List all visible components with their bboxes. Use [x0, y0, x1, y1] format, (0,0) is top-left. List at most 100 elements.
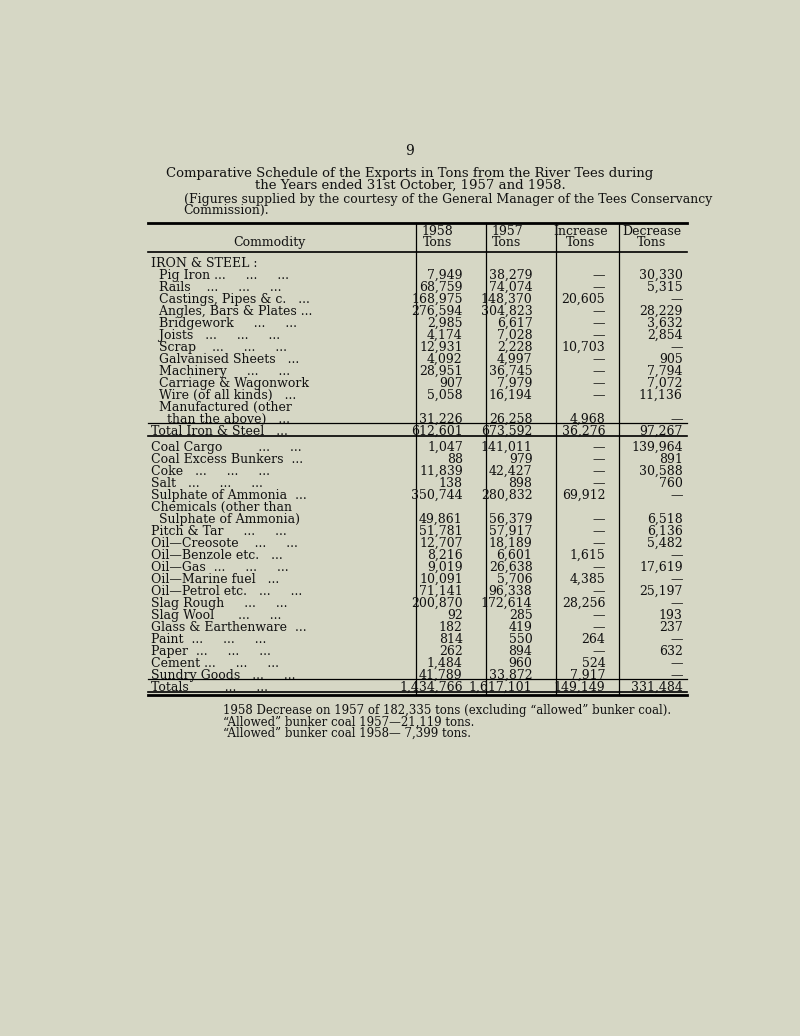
- Text: Castings, Pipes & c.   ...: Castings, Pipes & c. ...: [151, 293, 310, 306]
- Text: Scrap    ...     ...     ...: Scrap ... ... ...: [151, 341, 287, 354]
- Text: Coke   ...     ...     ...: Coke ... ... ...: [151, 465, 270, 478]
- Text: 68,759: 68,759: [419, 281, 462, 294]
- Text: 57,917: 57,917: [489, 525, 533, 538]
- Text: 36,745: 36,745: [489, 365, 533, 378]
- Text: Salt   ...     ...     ...: Salt ... ... ...: [151, 477, 263, 490]
- Text: 1,615: 1,615: [570, 549, 606, 562]
- Text: 26,638: 26,638: [489, 560, 533, 574]
- Text: 9,019: 9,019: [427, 560, 462, 574]
- Text: —: —: [593, 477, 606, 490]
- Text: Comparative Schedule of the Exports in Tons from the River Tees during: Comparative Schedule of the Exports in T…: [166, 167, 654, 179]
- Text: Oil—Creosote    ...     ...: Oil—Creosote ... ...: [151, 537, 298, 550]
- Text: —: —: [593, 537, 606, 550]
- Text: —: —: [593, 328, 606, 342]
- Text: 262: 262: [439, 645, 462, 658]
- Text: Galvanised Sheets   ...: Galvanised Sheets ...: [151, 353, 299, 366]
- Text: 28,229: 28,229: [639, 305, 683, 318]
- Text: 8,216: 8,216: [427, 549, 462, 562]
- Text: Cement ...     ...     ...: Cement ... ... ...: [151, 657, 279, 670]
- Text: 16,194: 16,194: [489, 388, 533, 402]
- Text: —: —: [593, 365, 606, 378]
- Text: 6,601: 6,601: [497, 549, 533, 562]
- Text: 139,964: 139,964: [631, 440, 683, 454]
- Text: 4,174: 4,174: [427, 328, 462, 342]
- Text: 10,703: 10,703: [562, 341, 606, 354]
- Text: 30,588: 30,588: [639, 465, 683, 478]
- Text: 960: 960: [509, 657, 533, 670]
- Text: 4,092: 4,092: [427, 353, 462, 366]
- Text: 26,258: 26,258: [489, 413, 533, 426]
- Text: 10,091: 10,091: [419, 573, 462, 586]
- Text: Wire (of all kinds)   ...: Wire (of all kinds) ...: [151, 388, 296, 402]
- Text: 51,781: 51,781: [419, 525, 462, 538]
- Text: —: —: [670, 669, 683, 682]
- Text: 42,427: 42,427: [489, 465, 533, 478]
- Text: 550: 550: [509, 633, 533, 646]
- Text: Coal Excess Bunkers  ...: Coal Excess Bunkers ...: [151, 453, 303, 466]
- Text: 2,985: 2,985: [427, 317, 462, 329]
- Text: 6,617: 6,617: [497, 317, 533, 329]
- Text: than the above)   ...: than the above) ...: [151, 413, 290, 426]
- Text: —: —: [670, 597, 683, 610]
- Text: 237: 237: [659, 621, 683, 634]
- Text: 71,141: 71,141: [419, 585, 462, 598]
- Text: 898: 898: [509, 477, 533, 490]
- Text: Carriage & Wagonwork: Carriage & Wagonwork: [151, 377, 309, 390]
- Text: —: —: [670, 633, 683, 646]
- Text: 612,601: 612,601: [411, 425, 462, 438]
- Text: 632: 632: [659, 645, 683, 658]
- Text: —: —: [593, 621, 606, 634]
- Text: 6,518: 6,518: [647, 513, 683, 526]
- Text: 36,276: 36,276: [562, 425, 606, 438]
- Text: Tons: Tons: [492, 236, 522, 249]
- Text: Pitch & Tar     ...     ...: Pitch & Tar ... ...: [151, 525, 287, 538]
- Text: 7,949: 7,949: [427, 268, 462, 282]
- Text: Paper  ...     ...     ...: Paper ... ... ...: [151, 645, 271, 658]
- Text: —: —: [670, 489, 683, 501]
- Text: 182: 182: [439, 621, 462, 634]
- Text: Oil—Petrol etc.   ...     ...: Oil—Petrol etc. ... ...: [151, 585, 302, 598]
- Text: Decrease: Decrease: [622, 225, 682, 238]
- Text: 2,228: 2,228: [497, 341, 533, 354]
- Text: 1,434,766: 1,434,766: [399, 681, 462, 694]
- Text: 4,968: 4,968: [570, 413, 606, 426]
- Text: —: —: [670, 293, 683, 306]
- Text: —: —: [593, 585, 606, 598]
- Text: 7,072: 7,072: [647, 377, 683, 390]
- Text: —: —: [593, 377, 606, 390]
- Text: 56,379: 56,379: [489, 513, 533, 526]
- Text: Totals         ...     ...: Totals ... ...: [151, 681, 268, 694]
- Text: 979: 979: [509, 453, 533, 466]
- Text: 304,823: 304,823: [481, 305, 533, 318]
- Text: 1,484: 1,484: [427, 657, 462, 670]
- Text: 1958 Decrease on 1957 of 182,335 tons (excluding “allowed” bunker coal).: 1958 Decrease on 1957 of 182,335 tons (e…: [223, 703, 671, 717]
- Text: 141,011: 141,011: [481, 440, 533, 454]
- Text: —: —: [670, 573, 683, 586]
- Text: Total Iron & Steel   ...: Total Iron & Steel ...: [151, 425, 288, 438]
- Text: 4,997: 4,997: [497, 353, 533, 366]
- Text: 1,617,101: 1,617,101: [469, 681, 533, 694]
- Text: 7,028: 7,028: [497, 328, 533, 342]
- Text: 74,074: 74,074: [489, 281, 533, 294]
- Text: (Figures supplied by the courtesy of the General Manager of the Tees Conservancy: (Figures supplied by the courtesy of the…: [184, 193, 712, 206]
- Text: 12,707: 12,707: [419, 537, 462, 550]
- Text: 172,614: 172,614: [481, 597, 533, 610]
- Text: —: —: [593, 317, 606, 329]
- Text: —: —: [593, 513, 606, 526]
- Text: 7,917: 7,917: [570, 669, 606, 682]
- Text: 5,482: 5,482: [647, 537, 683, 550]
- Text: 905: 905: [659, 353, 683, 366]
- Text: 17,619: 17,619: [639, 560, 683, 574]
- Text: —: —: [593, 388, 606, 402]
- Text: 31,226: 31,226: [419, 413, 462, 426]
- Text: Chemicals (other than: Chemicals (other than: [151, 500, 292, 514]
- Text: —: —: [593, 268, 606, 282]
- Text: 200,870: 200,870: [411, 597, 462, 610]
- Text: Rails    ...     ...     ...: Rails ... ... ...: [151, 281, 282, 294]
- Text: “Allowed” bunker coal 1958— 7,399 tons.: “Allowed” bunker coal 1958— 7,399 tons.: [223, 727, 471, 740]
- Text: 5,315: 5,315: [647, 281, 683, 294]
- Text: 894: 894: [509, 645, 533, 658]
- Text: the Years ended 31st October, 1957 and 1958.: the Years ended 31st October, 1957 and 1…: [254, 179, 566, 192]
- Text: Commission).: Commission).: [184, 204, 270, 217]
- Text: 2,854: 2,854: [647, 328, 683, 342]
